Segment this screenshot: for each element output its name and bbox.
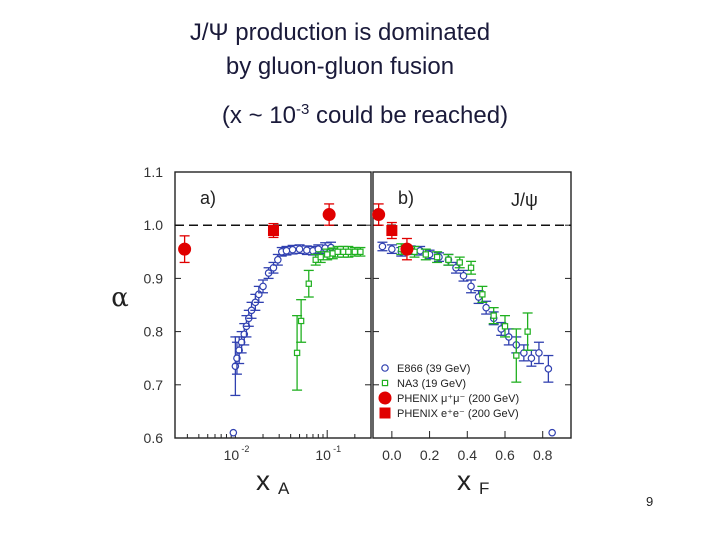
slide-subtitle: (x ~ 10-3 could be reached) [120,101,610,130]
x-tick-label: 10 [224,447,240,463]
x-tick-label: 0.2 [420,447,440,463]
data-point-na3 [524,328,531,335]
y-tick-label: 0.6 [144,430,164,446]
data-point-na3 [334,248,341,255]
data-point-na3 [456,259,463,266]
data-point-na3 [345,248,352,255]
x-tick-label: 0.6 [495,447,515,463]
data-point-e866 [229,428,238,437]
legend-label: PHENIX e⁺e⁻ (200 GeV) [397,408,519,420]
data-point-na3 [513,352,520,359]
x-axis-label: x [256,465,270,496]
x-tick-label: 0.8 [533,447,553,463]
panel-label: a) [200,188,216,208]
y-tick-label: 0.9 [144,270,164,286]
data-point-e866 [378,242,387,251]
data-point-e866 [282,246,291,255]
y-tick-label: 1.1 [144,164,164,180]
x-axis-label: x [457,465,471,496]
data-point-na3 [293,349,301,357]
data-point-phenix_mumu [400,242,414,256]
data-point-e866 [548,428,556,437]
legend-label: PHENIX μ⁺μ⁻ (200 GeV) [397,393,519,405]
data-point-e866 [544,365,553,373]
data-point-na3 [490,312,497,319]
data-point-na3 [305,280,312,287]
data-point-e866 [274,255,282,264]
legend-label: E866 (39 GeV) [397,363,470,375]
data-point-na3 [323,251,331,258]
slide-title-line1: J/Ψ production is dominated [189,19,491,46]
y-tick-label: 0.8 [144,324,164,340]
legend-marker [381,379,389,387]
data-point-e866 [388,245,396,253]
x-tick-label: 0.0 [382,447,402,463]
data-point-na3 [433,253,441,261]
data-point-na3 [479,291,486,298]
legend-label: NA3 (19 GeV) [397,378,466,390]
legend-marker [379,407,391,419]
data-point-e866 [527,354,536,363]
data-point-phenix_ee [386,225,398,237]
data-point-e866 [482,303,490,312]
data-point-e866 [459,271,468,280]
subtitle-prefix: (x ~ 10 [221,102,296,129]
data-point-e866 [303,246,311,255]
x-tick-label-exponent: -2 [241,444,249,454]
data-point-na3 [317,253,324,261]
page-number: 9 [646,494,654,509]
data-point-e866 [467,282,475,291]
panel-b-frame [372,171,572,439]
slide-title-line2: by gluon-gluon fusion [225,53,455,80]
data-point-na3 [351,248,359,255]
data-point-phenix_mumu [322,208,336,222]
subtitle-suffix: could be reached) [309,102,509,129]
panel-label: b) [398,188,414,208]
data-point-na3 [501,323,509,330]
data-point-na3 [357,248,364,255]
panel-a-frame [174,171,372,439]
legend-marker [381,364,389,372]
data-point-e866 [288,245,297,254]
x-tick-label: 0.4 [458,447,478,463]
data-point-e866 [295,245,304,253]
data-point-phenix_mumu [372,208,386,222]
data-point-phenix_ee [267,225,279,237]
y-tick-label: 1.0 [144,217,164,233]
x-axis-label-subscript: A [278,479,290,498]
data-point-na3 [467,264,475,271]
data-point-na3 [445,256,452,263]
data-point-na3 [422,251,430,258]
x-tick-label-exponent: -1 [333,444,341,454]
data-point-na3 [297,317,305,325]
subtitle-exponent: -3 [295,101,310,118]
legend-marker [378,391,392,405]
y-axis-label: α [111,283,129,313]
series-label: J/ψ [511,190,538,210]
data-point-e866 [535,349,543,357]
data-point-e866 [259,282,267,291]
y-tick-label: 0.7 [144,377,164,393]
x-axis-label-subscript: F [479,479,489,498]
data-point-phenix_mumu [178,242,192,256]
x-tick-label: 10 [315,447,331,463]
